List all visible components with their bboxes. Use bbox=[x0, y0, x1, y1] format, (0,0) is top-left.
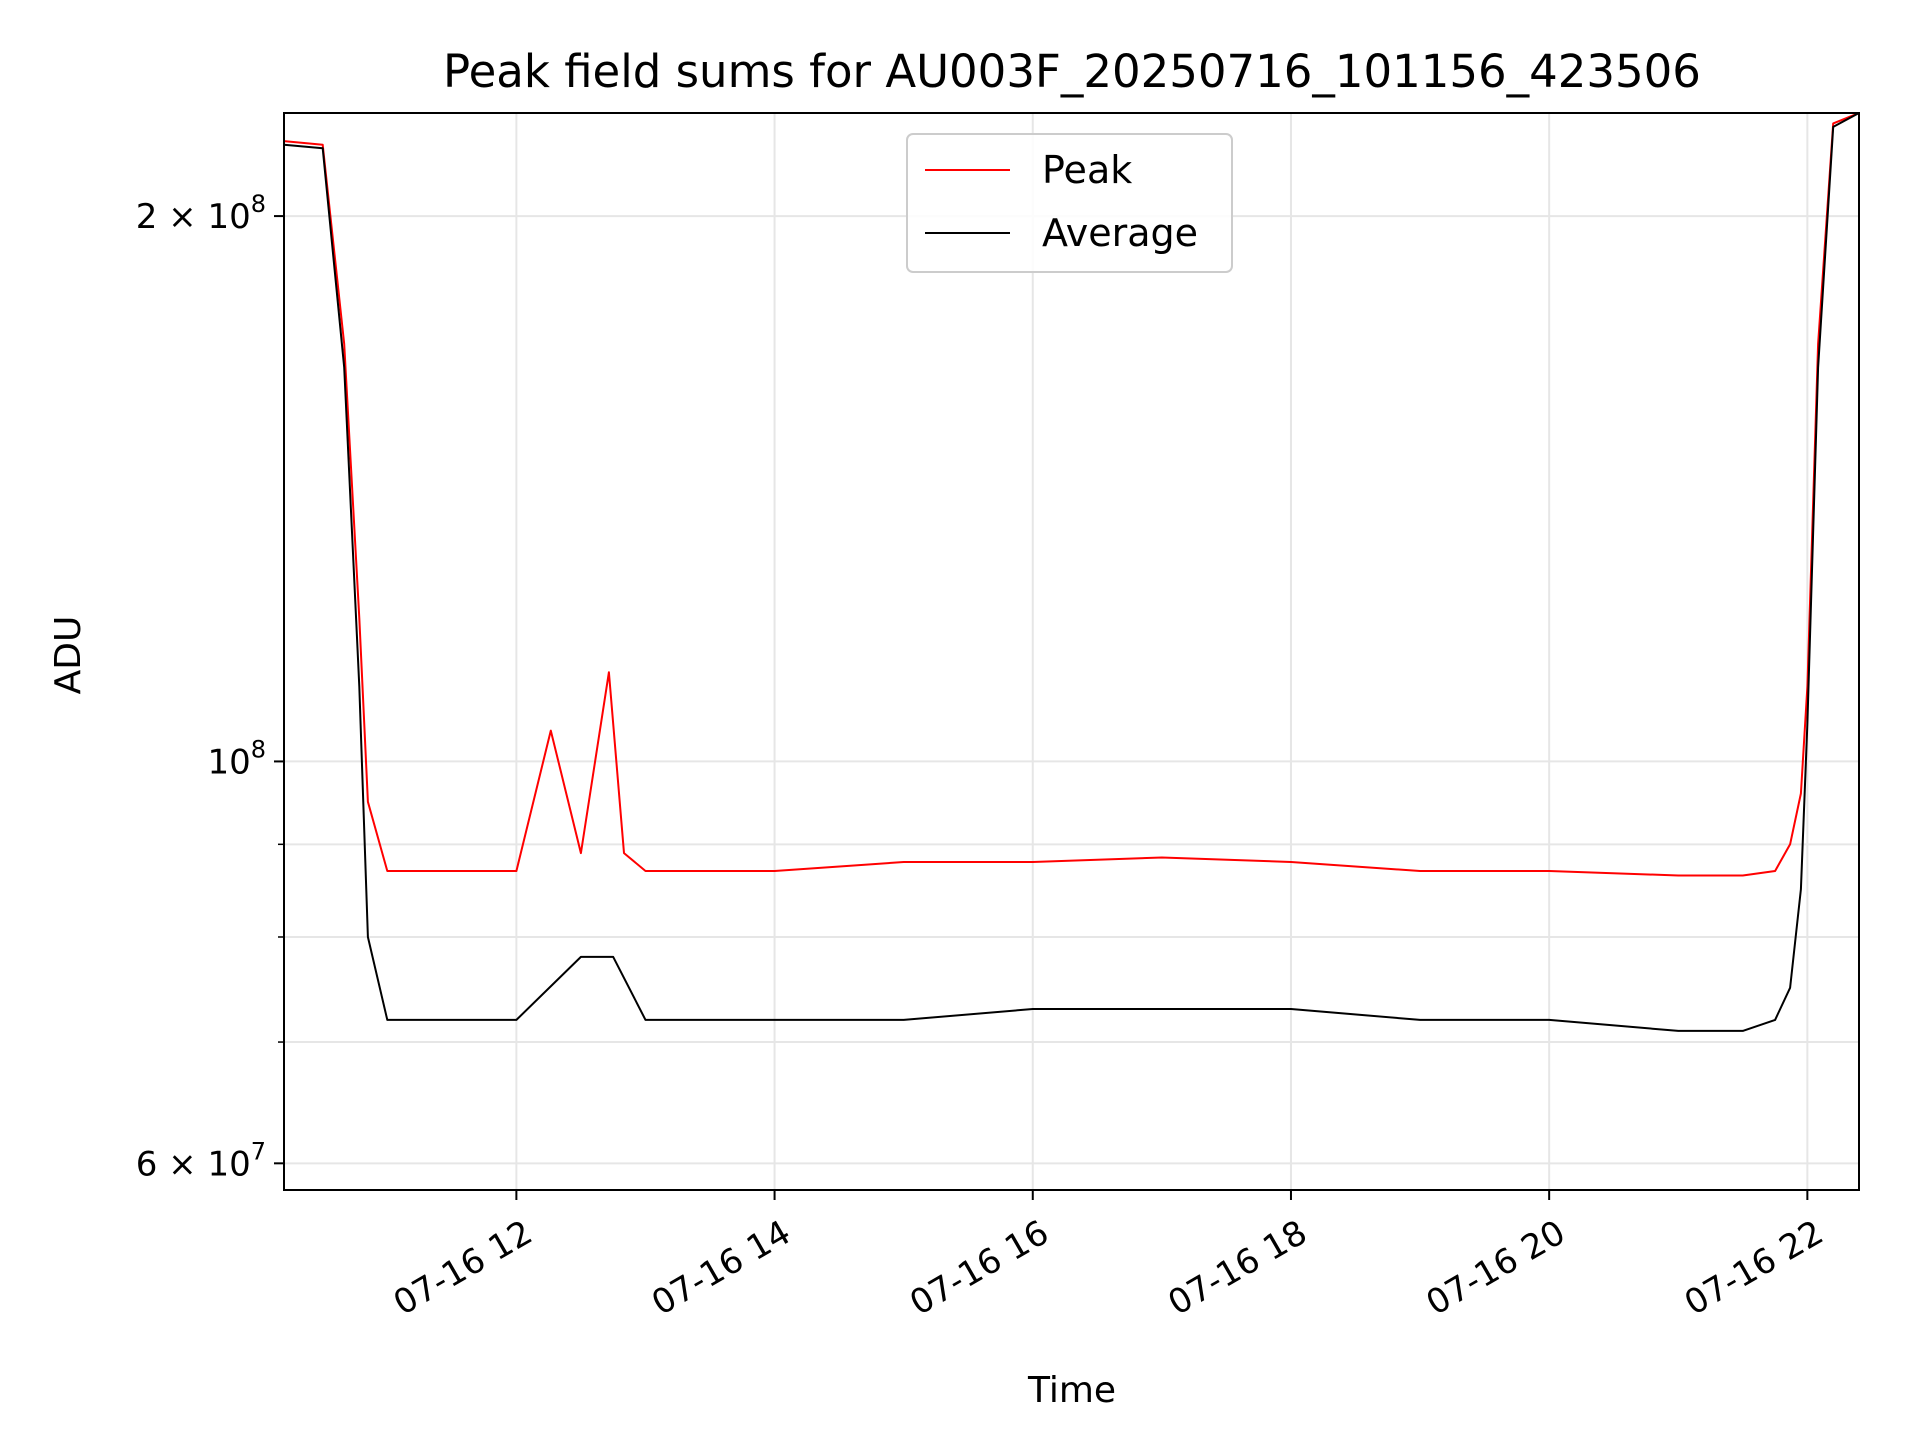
y-tick-label: 2 × 108 bbox=[136, 190, 266, 237]
grid bbox=[284, 113, 1859, 1190]
x-axis-label: Time bbox=[1027, 1370, 1116, 1411]
series-line-peak bbox=[284, 113, 1859, 877]
y-axis-label: ADU bbox=[48, 616, 89, 695]
legend-label-average: Average bbox=[1042, 211, 1198, 255]
plot-area-frame bbox=[283, 112, 1860, 1191]
legend-box bbox=[906, 133, 1233, 273]
legend-label-peak: Peak bbox=[1042, 148, 1132, 192]
chart-title: Peak field sums for AU003F_20250716_1011… bbox=[443, 45, 1701, 98]
legend: Peak Average bbox=[906, 133, 1233, 273]
y-tick-label: 6 × 107 bbox=[136, 1137, 266, 1184]
y-axis: 6 × 107 108 2 × 108 bbox=[136, 190, 284, 1184]
y-tick-label: 108 bbox=[207, 735, 266, 782]
series-line-average bbox=[284, 113, 1859, 1032]
series-layer bbox=[284, 113, 1859, 1032]
